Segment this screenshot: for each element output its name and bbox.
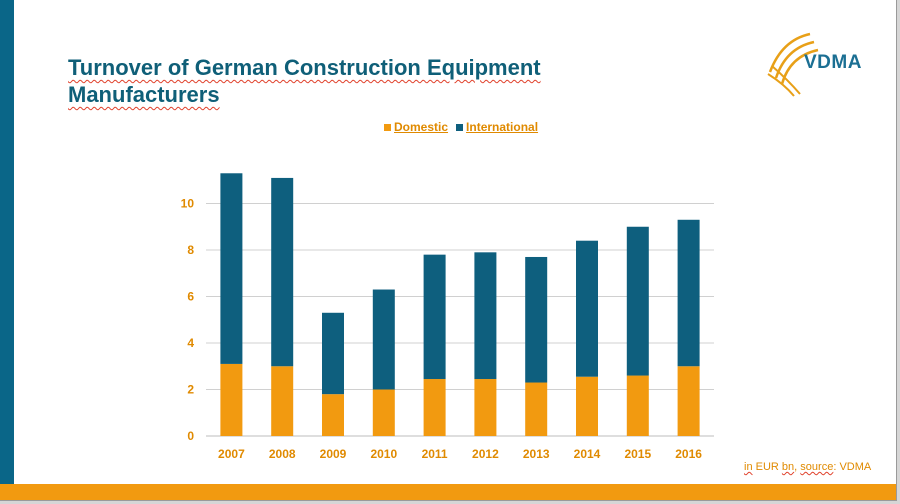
x-tick-label-2015: 2015 bbox=[624, 447, 651, 461]
x-tick-label-2009: 2009 bbox=[320, 447, 347, 461]
x-tick-label-2010: 2010 bbox=[370, 447, 397, 461]
footnote-separator: , bbox=[794, 461, 801, 473]
x-tick-label-2013: 2013 bbox=[523, 447, 550, 461]
legend-label-domestic: Domestic bbox=[394, 120, 449, 134]
bar-domestic-2011 bbox=[423, 379, 446, 436]
bar-international-2007 bbox=[220, 173, 243, 364]
bar-international-2016 bbox=[677, 219, 700, 367]
title-line-1: Turnover of German Construction Equipmen… bbox=[68, 55, 541, 80]
legend-item-international: International bbox=[456, 120, 538, 134]
x-tick-label-2016: 2016 bbox=[675, 447, 702, 461]
footnote: in EUR bn, source: VDMA bbox=[744, 461, 871, 473]
x-tick-label-2008: 2008 bbox=[269, 447, 296, 461]
legend-swatch-domestic bbox=[384, 123, 391, 131]
logo-arcs-icon bbox=[767, 32, 819, 97]
bar-domestic-2013 bbox=[525, 382, 548, 436]
bar-domestic-2012 bbox=[474, 379, 497, 436]
title-line-2: Manufacturers bbox=[68, 82, 220, 107]
left-accent-band bbox=[0, 0, 14, 486]
y-tick-label: 2 bbox=[187, 383, 194, 397]
x-tick-label-2011: 2011 bbox=[422, 447, 448, 461]
legend-swatch-international bbox=[456, 123, 464, 131]
bar-international-2015 bbox=[626, 226, 649, 376]
y-tick-label: 0 bbox=[187, 429, 194, 443]
bar-international-2010 bbox=[372, 289, 395, 390]
footnote-source-label: source bbox=[800, 461, 834, 473]
bar-domestic-2014 bbox=[576, 376, 598, 436]
bar-domestic-2010 bbox=[372, 389, 395, 436]
bottom-accent-band bbox=[0, 484, 896, 500]
y-tick-label: 4 bbox=[187, 336, 194, 350]
bar-international-2014 bbox=[576, 240, 598, 377]
x-tick-label-2014: 2014 bbox=[574, 447, 601, 461]
legend-item-domestic: Domestic bbox=[384, 120, 448, 134]
footnote-in: in bbox=[744, 461, 753, 473]
y-tick-label: 10 bbox=[181, 197, 195, 211]
bar-domestic-2015 bbox=[626, 375, 649, 436]
x-tick-label-2007: 2007 bbox=[218, 447, 245, 461]
bar-domestic-2007 bbox=[220, 363, 243, 436]
x-tick-label-2012: 2012 bbox=[472, 447, 499, 461]
bar-international-2013 bbox=[525, 256, 548, 383]
legend-label-international: International bbox=[466, 120, 539, 134]
footnote-unit: bn bbox=[781, 461, 795, 473]
logo-text: VDMA bbox=[804, 52, 862, 73]
footnote-source: : VDMA bbox=[833, 461, 872, 473]
bar-international-2009 bbox=[322, 312, 344, 395]
footnote-currency: EUR bbox=[755, 461, 779, 473]
bar-international-2008 bbox=[271, 177, 294, 367]
bar-domestic-2016 bbox=[677, 366, 700, 436]
slide-title: Turnover of German Construction Equipmen… bbox=[68, 54, 628, 108]
vdma-logo: VDMA bbox=[764, 28, 884, 100]
bar-domestic-2008 bbox=[271, 366, 294, 436]
bar-international-2012 bbox=[474, 252, 497, 380]
bar-domestic-2009 bbox=[322, 394, 344, 436]
bar-international-2011 bbox=[423, 254, 446, 380]
chart-legend: Domestic International bbox=[384, 120, 538, 134]
stacked-bar-chart: 0 2 4 6 8 10 2007 2008 2009 2010 2011 2012 2013 2014 2… bbox=[181, 173, 714, 461]
y-tick-label: 8 bbox=[187, 243, 194, 257]
y-tick-label: 6 bbox=[187, 290, 194, 304]
